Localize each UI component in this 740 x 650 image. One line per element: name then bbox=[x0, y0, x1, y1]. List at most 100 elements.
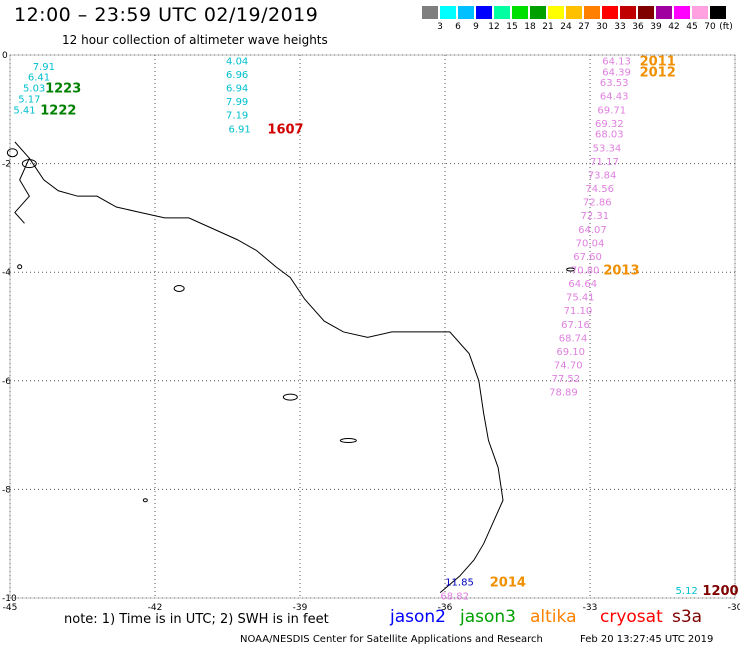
colorbar-swatch bbox=[692, 6, 708, 19]
y-tick-label: -4 bbox=[2, 268, 11, 278]
y-tick-label: -2 bbox=[2, 160, 11, 170]
colorbar-swatch bbox=[620, 6, 636, 19]
colorbar-label: 27 bbox=[578, 22, 590, 32]
x-tick-label: -33 bbox=[583, 603, 598, 613]
timestamp-text: Feb 20 13:27:45 UTC 2019 bbox=[580, 634, 714, 645]
colorbar-label: 24 bbox=[560, 22, 572, 32]
y-tick-label: 0 bbox=[2, 51, 8, 61]
colorbar-label: 15 bbox=[506, 22, 518, 32]
wave-height-label: 6.91 bbox=[228, 124, 250, 135]
wave-height-label: 7.91 bbox=[33, 62, 55, 73]
colorbar-label: 21 bbox=[542, 22, 554, 32]
wave-height-label: 5.17 bbox=[18, 94, 40, 105]
wave-height-label: 5.41 bbox=[13, 105, 35, 116]
y-tick-label: -10 bbox=[2, 594, 17, 604]
x-tick-label: -30 bbox=[728, 603, 740, 613]
wave-height-label: 72.86 bbox=[583, 198, 612, 209]
coastline bbox=[28, 157, 504, 593]
wave-height-label: 64.07 bbox=[578, 225, 607, 236]
colorbar-label: 12 bbox=[488, 22, 500, 32]
colorbar-swatch bbox=[458, 6, 474, 19]
colorbar-swatch bbox=[656, 6, 672, 19]
colorbar-swatch bbox=[530, 6, 546, 19]
colorbar-label: 36 bbox=[632, 22, 644, 32]
island bbox=[339, 438, 357, 444]
colorbar-label: 42 bbox=[668, 22, 680, 32]
colorbar-label: 70 bbox=[704, 22, 716, 32]
pass-time-label: 1200 bbox=[702, 584, 738, 599]
wave-height-label: 74.56 bbox=[585, 184, 614, 195]
colorbar-swatch bbox=[602, 6, 618, 19]
pass-time-label: 2012 bbox=[640, 65, 676, 80]
wave-height-label: 7.99 bbox=[226, 97, 248, 108]
wave-height-label: 68.03 bbox=[595, 130, 624, 141]
y-tick-label: -6 bbox=[2, 377, 11, 387]
island bbox=[142, 498, 148, 503]
mission-jason3: jason3 bbox=[460, 607, 516, 627]
wave-height-label: 71.17 bbox=[590, 157, 619, 168]
wave-height-label: 6.96 bbox=[226, 70, 248, 81]
page-title: 12:00 – 23:59 UTC 02/19/2019 bbox=[14, 4, 319, 26]
mission-altika: altika bbox=[530, 607, 577, 627]
wave-height-label: 4.04 bbox=[226, 56, 248, 67]
wave-height-label: 64.13 bbox=[602, 56, 631, 67]
wave-height-label: 64.39 bbox=[602, 67, 631, 78]
x-tick-label: -39 bbox=[293, 603, 308, 613]
colorbar-swatch bbox=[548, 6, 564, 19]
island bbox=[6, 148, 18, 158]
colorbar-swatch bbox=[674, 6, 690, 19]
colorbar-label: 18 bbox=[524, 22, 536, 32]
pass-time-label: 2013 bbox=[603, 263, 639, 278]
wave-height-label: 72.31 bbox=[581, 211, 610, 222]
wave-height-label: 64.43 bbox=[600, 92, 629, 103]
wave-height-label: 70.04 bbox=[576, 238, 605, 249]
mission-jason2: jason2 bbox=[390, 607, 446, 627]
wave-height-label: 70.80 bbox=[571, 265, 600, 276]
island bbox=[17, 264, 23, 270]
credit-text: NOAA/NESDIS Center for Satellite Applica… bbox=[240, 634, 543, 645]
colorbar-swatch bbox=[638, 6, 654, 19]
colorbar-swatch bbox=[512, 6, 528, 19]
x-tick-label: -36 bbox=[438, 603, 453, 613]
pass-time-label: 1607 bbox=[267, 122, 303, 137]
pass-time-label: 1222 bbox=[40, 103, 76, 118]
wave-height-label: 67.16 bbox=[561, 320, 590, 331]
pass-time-label: 1223 bbox=[45, 82, 81, 97]
x-tick-label: -45 bbox=[3, 603, 18, 613]
wave-height-label: 77.52 bbox=[552, 374, 581, 385]
colorbar-swatch bbox=[476, 6, 492, 19]
wave-height-label: 78.89 bbox=[549, 388, 578, 399]
mission-cryosat: cryosat bbox=[600, 607, 663, 627]
wave-height-label: 7.19 bbox=[226, 111, 248, 122]
colorbar-label: 33 bbox=[614, 22, 626, 32]
colorbar-label: 9 bbox=[473, 22, 479, 32]
wave-height-label: 71.10 bbox=[564, 306, 593, 317]
island bbox=[173, 284, 185, 292]
colorbar-label: 30 bbox=[596, 22, 608, 32]
page-subtitle: 12 hour collection of altimeter wave hei… bbox=[62, 33, 328, 47]
wave-height-label: 5.03 bbox=[23, 84, 45, 95]
note-text: note: 1) Time is in UTC; 2) SWH is in fe… bbox=[64, 612, 329, 627]
island bbox=[282, 393, 298, 401]
wave-height-label: 6.41 bbox=[28, 73, 50, 84]
wave-height-label: 5.12 bbox=[676, 586, 698, 597]
wave-height-label: 75.41 bbox=[566, 293, 595, 304]
colorbar-label: 45 bbox=[686, 22, 698, 32]
colorbar-swatch bbox=[584, 6, 600, 19]
wave-height-label: 73.84 bbox=[588, 170, 617, 181]
pass-time-label: 2014 bbox=[490, 576, 526, 591]
wave-height-label: 67.60 bbox=[573, 252, 602, 263]
island bbox=[566, 267, 576, 272]
island bbox=[21, 159, 37, 169]
colorbar-unit: (ft) bbox=[719, 22, 733, 32]
coastline-bay bbox=[14, 141, 30, 224]
wave-height-label: 69.32 bbox=[595, 119, 624, 130]
y-tick-label: -8 bbox=[2, 485, 11, 495]
wave-height-label: 68.82 bbox=[440, 591, 469, 602]
wave-height-label: 69.10 bbox=[556, 347, 585, 358]
wave-height-label: 11.85 bbox=[445, 578, 474, 589]
colorbar-label: 39 bbox=[650, 22, 662, 32]
wave-height-label: 68.74 bbox=[559, 333, 588, 344]
mission-s3a: s3a bbox=[672, 607, 703, 627]
